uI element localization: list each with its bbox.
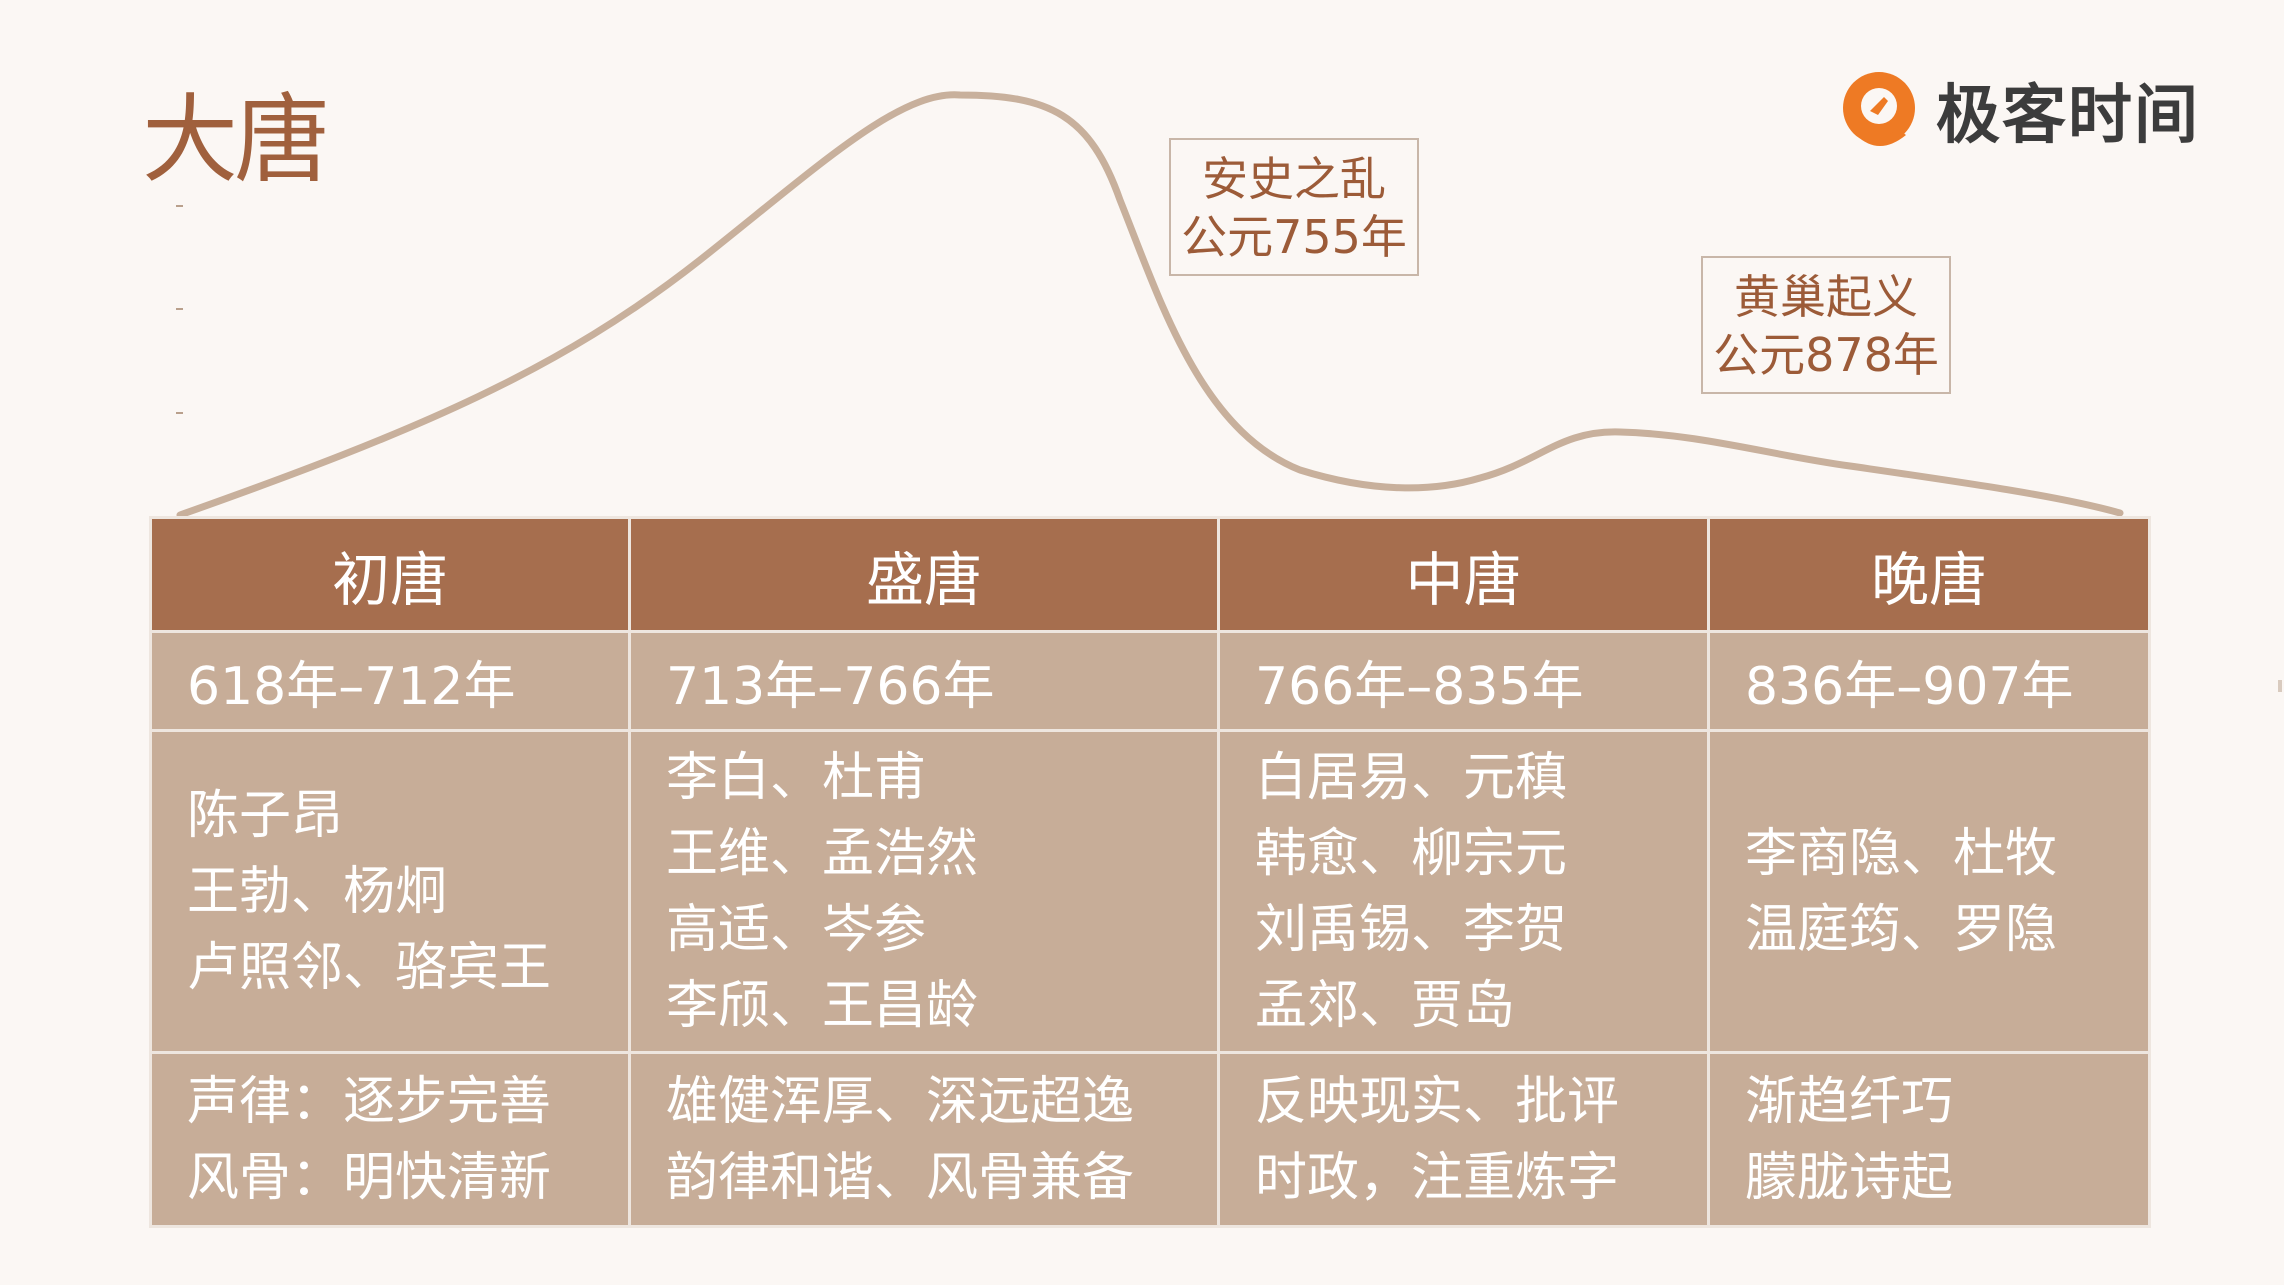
poet-line: 韩愈、柳宗元 bbox=[1255, 823, 1568, 884]
event-year: 公元878年 bbox=[1713, 328, 1939, 382]
style-line: 渐趋纤巧 bbox=[1745, 1071, 1954, 1132]
style-line: 朦胧诗起 bbox=[1745, 1147, 1954, 1208]
table-row-years: 618年–712年 713年–766年 766年–835年 836年–907年 bbox=[149, 630, 2151, 732]
geek-time-logo-icon bbox=[1843, 72, 1915, 146]
poet-line: 王维、孟浩然 bbox=[666, 823, 979, 884]
style-line: 时政，注重炼字 bbox=[1255, 1147, 1620, 1208]
poets-mid-tang: 白居易、元稹 韩愈、柳宗元 刘禹锡、李贺 孟郊、贾岛 bbox=[1217, 729, 1710, 1054]
poets-early-tang: 陈子昂 王勃、杨炯 卢照邻、骆宾王 bbox=[149, 729, 631, 1054]
brand-logo: 极客时间 bbox=[1836, 62, 2200, 158]
poet-line: 白居易、元稹 bbox=[1255, 747, 1568, 808]
header-mid-tang: 中唐 bbox=[1217, 516, 1710, 633]
style-early-tang: 声律：逐步完善 风骨：明快清新 bbox=[149, 1051, 631, 1228]
edge-mark bbox=[2278, 680, 2282, 692]
event-an-shi-rebellion: 安史之乱 公元755年 bbox=[1169, 138, 1419, 276]
style-late-tang: 渐趋纤巧 朦胧诗起 bbox=[1707, 1051, 2151, 1228]
table-row-styles: 声律：逐步完善 风骨：明快清新 雄健浑厚、深远超逸 韵律和谐、风骨兼备 反映现实… bbox=[149, 1051, 2151, 1228]
event-huang-chao-rebellion: 黄巢起义 公元878年 bbox=[1701, 256, 1951, 394]
years-high-tang: 713年–766年 bbox=[628, 630, 1220, 732]
axis-tick bbox=[176, 412, 183, 414]
poets-late-tang: 李商隐、杜牧 温庭筠、罗隐 bbox=[1707, 729, 2151, 1054]
table-row-poets: 陈子昂 王勃、杨炯 卢照邻、骆宾王 李白、杜甫 王维、孟浩然 高适、岑参 李颀、… bbox=[149, 729, 2151, 1054]
years-late-tang: 836年–907年 bbox=[1707, 630, 2151, 732]
poet-line: 李商隐、杜牧 bbox=[1745, 823, 2058, 884]
years-early-tang: 618年–712年 bbox=[149, 630, 631, 732]
header-early-tang: 初唐 bbox=[149, 516, 631, 633]
poet-line: 卢照邻、骆宾王 bbox=[187, 937, 552, 998]
style-mid-tang: 反映现实、批评 时政，注重炼字 bbox=[1217, 1051, 1710, 1228]
style-line: 声律：逐步完善 bbox=[187, 1071, 552, 1132]
years-mid-tang: 766年–835年 bbox=[1217, 630, 1710, 732]
style-line: 风骨：明快清新 bbox=[187, 1147, 552, 1208]
poet-line: 温庭筠、罗隐 bbox=[1745, 899, 2058, 960]
axis-tick bbox=[176, 205, 183, 207]
poets-high-tang: 李白、杜甫 王维、孟浩然 高适、岑参 李颀、王昌龄 bbox=[628, 729, 1220, 1054]
logo-text: 极客时间 bbox=[1936, 79, 2200, 153]
poet-line: 刘禹锡、李贺 bbox=[1255, 899, 1568, 960]
event-year: 公元755年 bbox=[1181, 210, 1407, 264]
style-high-tang: 雄健浑厚、深远超逸 韵律和谐、风骨兼备 bbox=[628, 1051, 1220, 1228]
tang-periods-table: 初唐 盛唐 中唐 晚唐 618年–712年 713年–766年 766年–835… bbox=[149, 516, 2151, 1228]
poet-line: 李白、杜甫 bbox=[666, 747, 927, 808]
event-name: 安史之乱 bbox=[1202, 152, 1386, 206]
page-title: 大唐 bbox=[142, 84, 330, 196]
axis-tick bbox=[176, 308, 183, 310]
header-high-tang: 盛唐 bbox=[628, 516, 1220, 633]
curve-line bbox=[176, 91, 2124, 519]
style-line: 反映现实、批评 bbox=[1255, 1071, 1620, 1132]
table-header-row: 初唐 盛唐 中唐 晚唐 bbox=[149, 516, 2151, 633]
poet-line: 王勃、杨炯 bbox=[187, 861, 448, 922]
poet-line: 李颀、王昌龄 bbox=[666, 975, 979, 1036]
style-line: 韵律和谐、风骨兼备 bbox=[666, 1147, 1135, 1208]
prosperity-curve bbox=[176, 91, 2124, 519]
header-late-tang: 晚唐 bbox=[1707, 516, 2151, 633]
event-name: 黄巢起义 bbox=[1734, 270, 1918, 324]
poet-line: 陈子昂 bbox=[187, 785, 344, 846]
poet-line: 高适、岑参 bbox=[666, 899, 927, 960]
style-line: 雄健浑厚、深远超逸 bbox=[666, 1071, 1135, 1132]
poet-line: 孟郊、贾岛 bbox=[1255, 975, 1516, 1036]
